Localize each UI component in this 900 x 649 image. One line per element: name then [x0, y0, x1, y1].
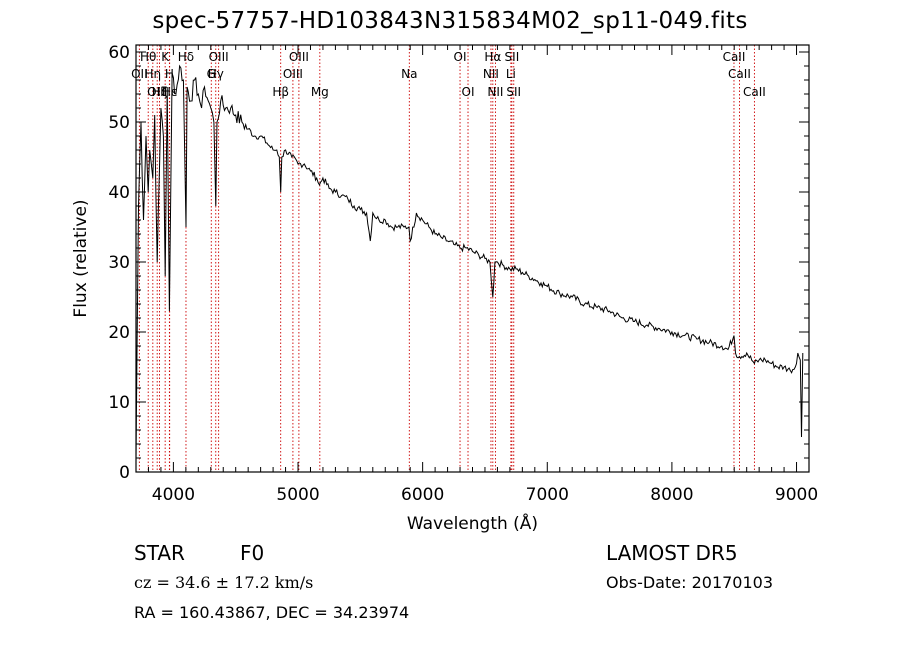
- line-label: H: [165, 67, 174, 81]
- line-label: OII: [131, 67, 148, 81]
- x-tick-label: 7000: [526, 485, 569, 505]
- line-label: Hβ: [272, 85, 289, 99]
- x-tick-label: 8000: [650, 485, 693, 505]
- line-label: OIII: [283, 67, 303, 81]
- line-label: Hδ: [178, 50, 194, 64]
- tick-layer: 4000 5000 6000 7000 8000 9000 0 10 20 30 40 50 60: [108, 43, 818, 505]
- line-label: K: [161, 50, 170, 64]
- line-label: NII: [487, 85, 503, 99]
- y-tick-label: 30: [108, 253, 130, 273]
- line-label: Hη: [145, 67, 162, 81]
- line-label: Hα: [484, 50, 501, 64]
- line-label: OI: [462, 85, 475, 99]
- chart-title: spec-57757-HD103843N315834M02_sp11-049.f…: [152, 8, 748, 34]
- line-label: Na: [401, 67, 417, 81]
- line-label: G: [207, 67, 216, 81]
- line-label: CaII: [728, 67, 751, 81]
- spectrum-series: [135, 64, 804, 459]
- line-label: OIII: [289, 50, 309, 64]
- object-class: STAR: [134, 541, 185, 565]
- line-label: Li: [506, 67, 516, 81]
- line-label: Hε: [162, 85, 178, 99]
- plot-frame: [135, 44, 810, 473]
- redshift-value: cz = 34.6 ± 17.2 km/s: [134, 573, 314, 592]
- line-label: Hθ: [140, 50, 156, 64]
- line-label: CaII: [743, 85, 766, 99]
- line-label: CaII: [723, 50, 746, 64]
- line-label: Hζ: [152, 85, 168, 99]
- y-tick-label: 50: [108, 113, 130, 133]
- y-tick-label: 0: [119, 463, 130, 483]
- x-axis-label: Wavelength (Å): [407, 512, 538, 534]
- line-label: NII: [483, 67, 499, 81]
- y-axis-label: Flux (relative): [71, 199, 91, 317]
- line-label: Mg: [311, 85, 329, 99]
- x-tick-label: 6000: [401, 485, 444, 505]
- line-label: OI: [454, 50, 467, 64]
- line-label: SII: [506, 85, 521, 99]
- survey-label: LAMOST DR5: [606, 541, 738, 565]
- line-label: SII: [505, 50, 520, 64]
- x-tick-label: 5000: [276, 485, 319, 505]
- coordinates: RA = 160.43867, DEC = 34.23974: [134, 603, 410, 622]
- line-label: OIII: [209, 50, 229, 64]
- object-subclass: F0: [240, 541, 265, 565]
- y-tick-label: 40: [108, 183, 130, 203]
- x-tick-label: 9000: [775, 485, 818, 505]
- y-tick-label: 20: [108, 323, 130, 343]
- line-label: Hγ: [208, 67, 224, 81]
- line-marker-layer: [138, 45, 755, 472]
- y-tick-label: 60: [108, 43, 130, 63]
- y-tick-label: 10: [108, 393, 130, 413]
- line-label: OIII: [147, 85, 167, 99]
- x-tick-label: 4000: [152, 485, 195, 505]
- series-layer: [135, 64, 804, 459]
- observation-date: Obs-Date: 20170103: [606, 573, 774, 592]
